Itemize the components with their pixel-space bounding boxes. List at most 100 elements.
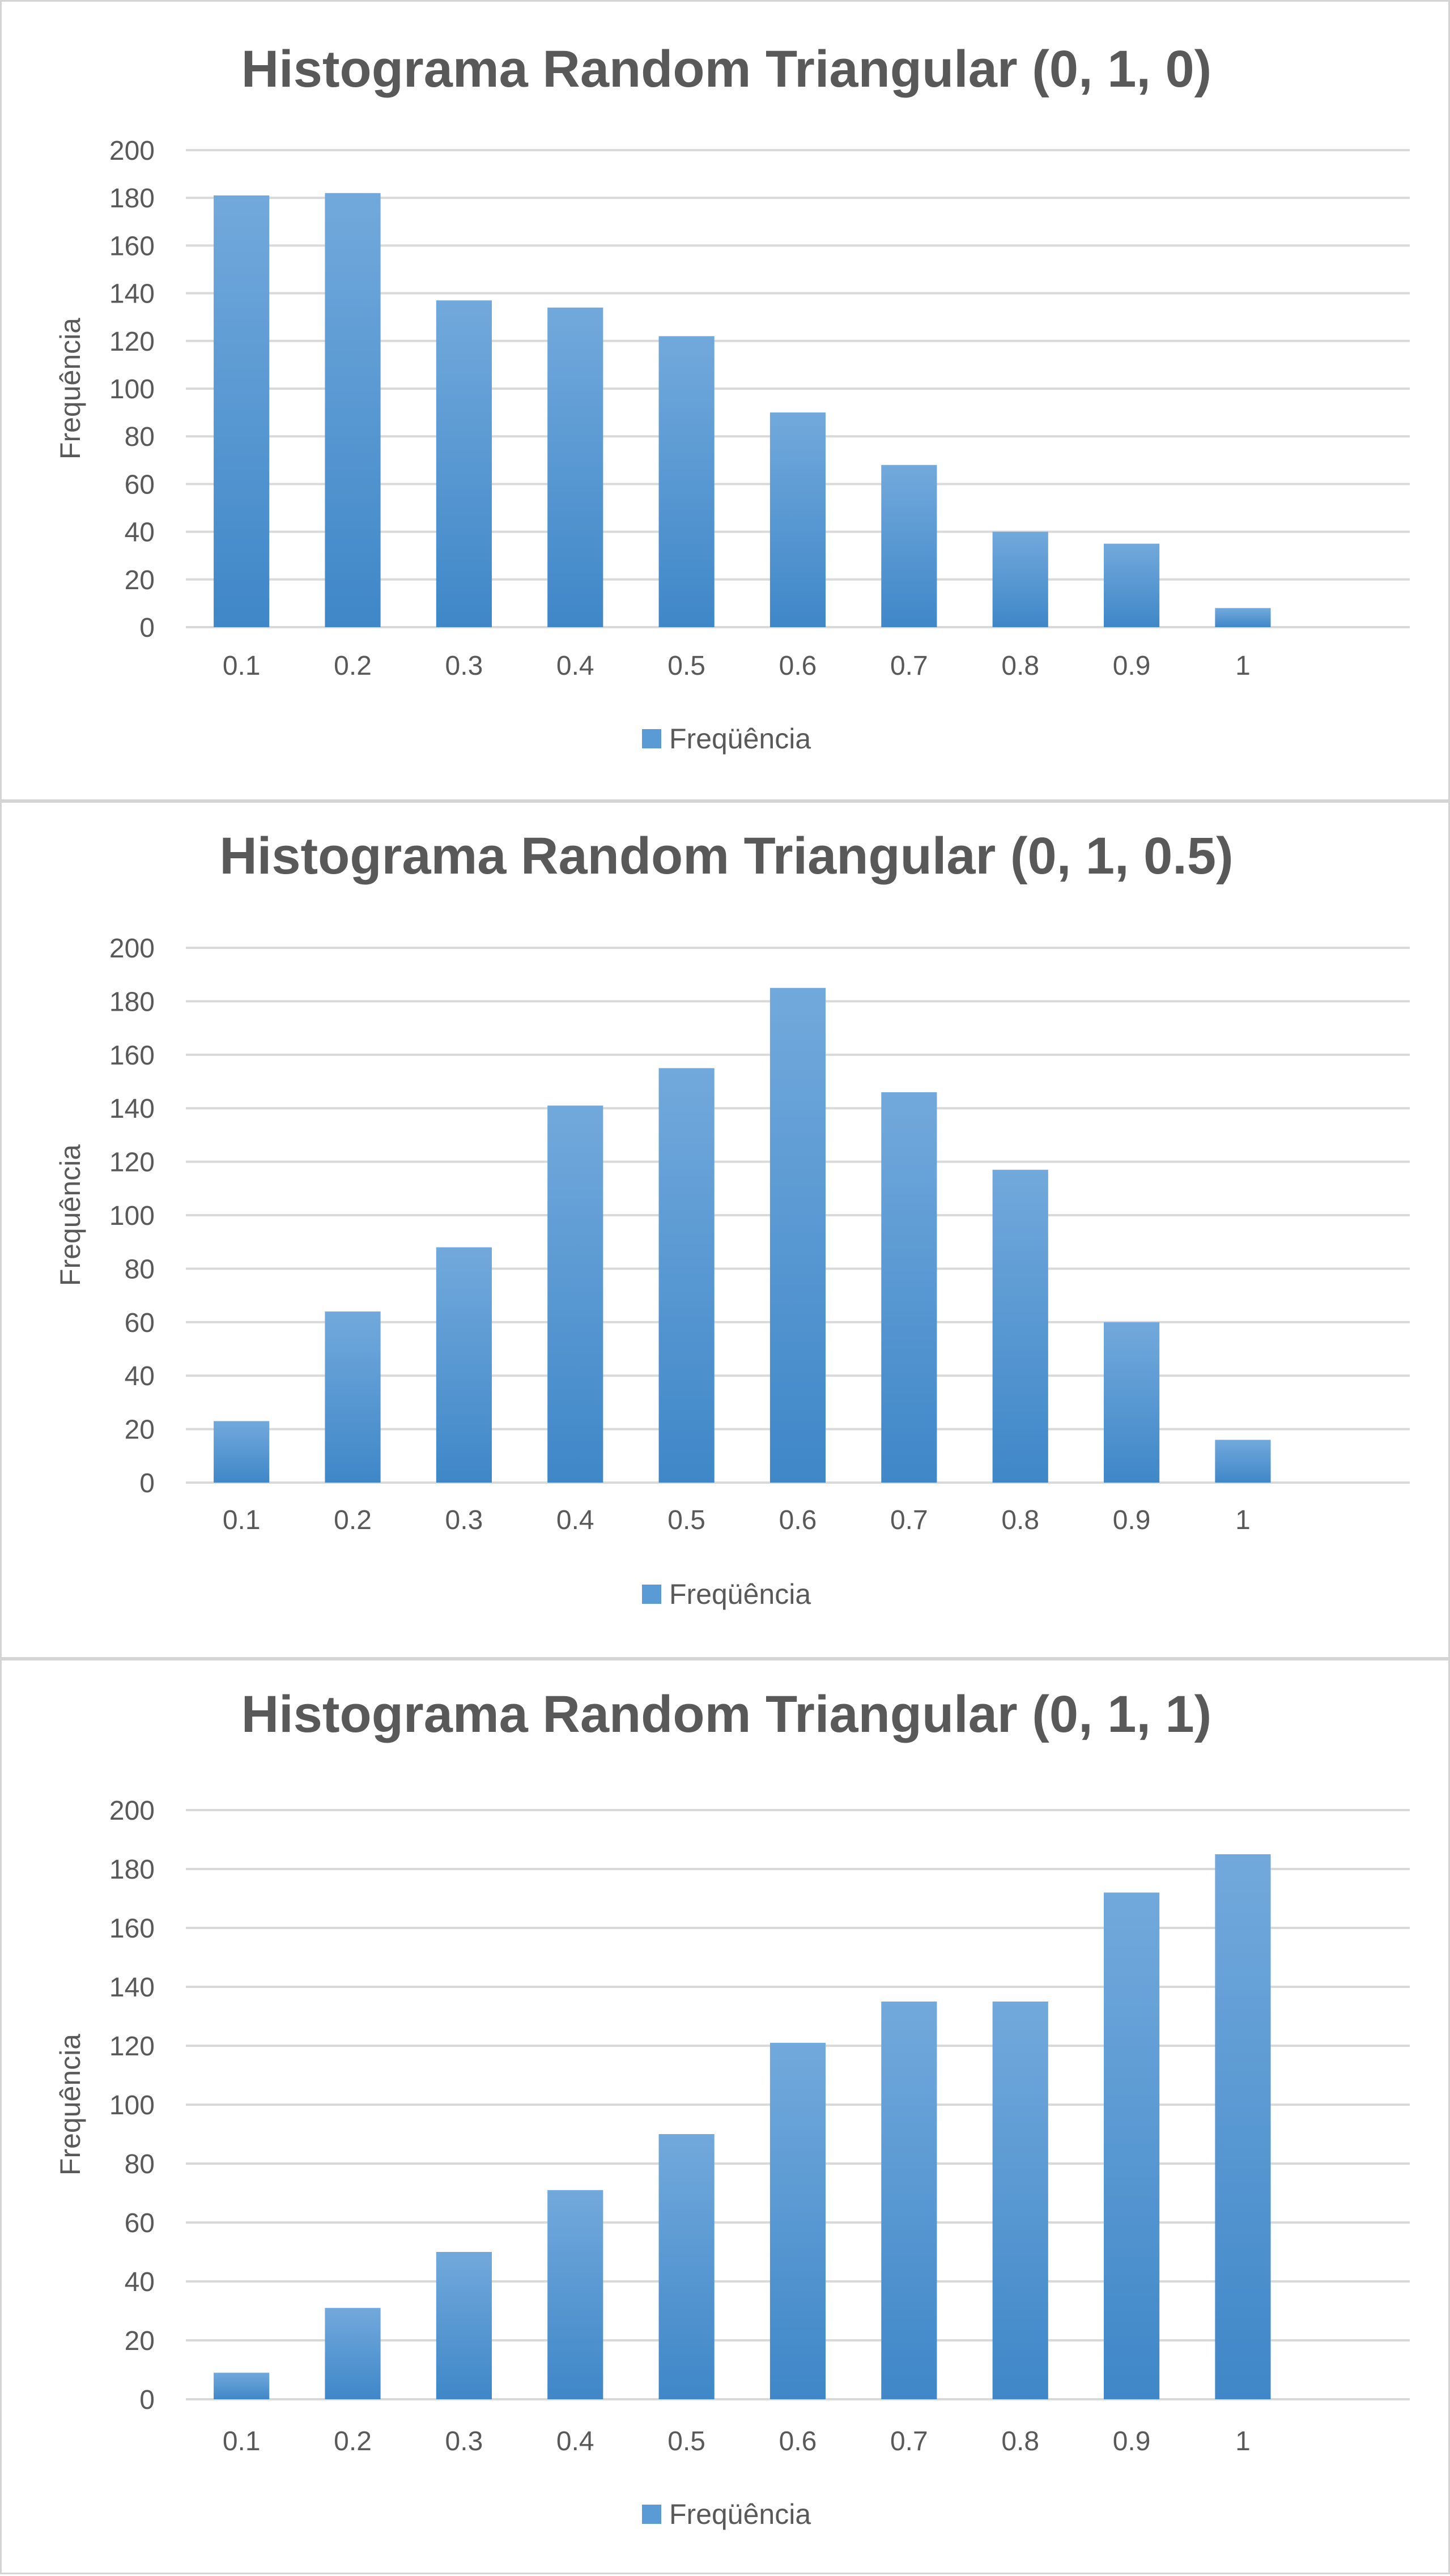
bar — [214, 1421, 270, 1483]
y-tick-label: 60 — [125, 470, 155, 500]
y-tick-label: 60 — [125, 2208, 155, 2238]
y-tick-label: 80 — [125, 2149, 155, 2179]
bar — [658, 336, 715, 627]
y-tick-label: 160 — [109, 1914, 155, 1944]
chart-panel-3: Histograma Random Triangular (0, 1, 1) 0 2… — [0, 1659, 1450, 2574]
chart-svg-3: Histograma Random Triangular (0, 1, 1) 0 2… — [54, 1685, 1410, 2530]
bar — [1215, 608, 1271, 627]
x-tick-label: 0.1 — [223, 2426, 261, 2456]
y-tick-label: 20 — [125, 565, 155, 595]
y-tick-label: 0 — [139, 1468, 155, 1498]
chart-svg-1: Histograma Random Triangular (0, 1, 0) 0 2… — [54, 40, 1410, 755]
bar — [992, 531, 1048, 627]
legend-swatch — [642, 729, 661, 748]
x-tick-label: 0.6 — [779, 1505, 817, 1535]
legend-label: Freqüência — [669, 1578, 811, 1610]
bar — [769, 2042, 826, 2399]
legend: Freqüência — [642, 2498, 811, 2530]
y-tick-label: 40 — [125, 2267, 155, 2297]
y-tick-label: 140 — [109, 1094, 155, 1124]
y-tick-label: 20 — [125, 1415, 155, 1445]
legend-swatch — [642, 1585, 661, 1604]
y-tick-label: 180 — [109, 184, 155, 214]
x-tick-label: 0.9 — [1113, 2426, 1151, 2456]
chart-title: Histograma Random Triangular (0, 1, 1) — [241, 1685, 1212, 1743]
bar — [769, 412, 826, 627]
x-tick-label: 0.6 — [779, 651, 817, 681]
bar — [1104, 1892, 1160, 2399]
x-tick-label: 0.4 — [556, 1505, 594, 1535]
y-tick-label: 60 — [125, 1308, 155, 1338]
x-tick-label: 0.8 — [1001, 1505, 1039, 1535]
bar — [436, 1247, 492, 1483]
bar — [214, 195, 270, 627]
x-tick-label: 0.9 — [1113, 1505, 1151, 1535]
y-tick-label: 20 — [125, 2326, 155, 2356]
chart-svg-2: Histograma Random Triangular (0, 1, 0.5)… — [54, 827, 1410, 1610]
y-tick-label: 180 — [109, 987, 155, 1017]
bar — [881, 465, 937, 627]
bar — [1104, 543, 1160, 627]
y-tick-label: 200 — [109, 136, 155, 166]
x-tick-label: 0.3 — [445, 1505, 483, 1535]
bar — [325, 193, 381, 627]
y-tick-label: 40 — [125, 518, 155, 548]
bar — [547, 1105, 603, 1483]
y-tick-label: 160 — [109, 1041, 155, 1071]
y-tick-label: 120 — [109, 2032, 155, 2062]
x-tick-label: 0.2 — [334, 1505, 372, 1535]
bar — [658, 2134, 715, 2399]
x-tick-label: 0.8 — [1001, 651, 1039, 681]
y-tick-label: 0 — [139, 613, 155, 643]
bar — [881, 1092, 937, 1483]
y-tick-label: 180 — [109, 1855, 155, 1885]
chart-title: Histograma Random Triangular (0, 1, 0.5) — [219, 827, 1233, 885]
x-tick-label: 0.3 — [445, 2426, 483, 2456]
bar — [992, 1169, 1048, 1483]
bar — [769, 987, 826, 1483]
bar — [325, 1311, 381, 1483]
x-tick-label: 0.8 — [1001, 2426, 1039, 2456]
x-tick-label: 0.5 — [667, 1505, 705, 1535]
x-tick-label: 0.4 — [556, 651, 594, 681]
bar — [547, 307, 603, 627]
legend: Freqüência — [642, 723, 811, 755]
x-tick-label: 0.2 — [334, 2426, 372, 2456]
bar — [214, 2373, 270, 2399]
bar — [547, 2190, 603, 2399]
x-tick-label: 0.5 — [667, 651, 705, 681]
x-tick-label: 0.1 — [223, 1505, 261, 1535]
bar — [325, 2307, 381, 2399]
x-tick-label: 1 — [1235, 1505, 1251, 1535]
bar — [992, 2002, 1048, 2399]
y-tick-label: 100 — [109, 1201, 155, 1231]
y-tick-label: 40 — [125, 1361, 155, 1391]
y-tick-label: 120 — [109, 1148, 155, 1178]
x-tick-label: 0.3 — [445, 651, 483, 681]
chart-title: Histograma Random Triangular (0, 1, 0) — [241, 40, 1212, 98]
x-tick-label: 0.1 — [223, 651, 261, 681]
legend-label: Freqüência — [669, 2498, 811, 2530]
y-tick-label: 200 — [109, 934, 155, 964]
x-tick-label: 0.2 — [334, 651, 372, 681]
y-tick-label: 200 — [109, 1796, 155, 1826]
x-tick-label: 0.4 — [556, 2426, 594, 2456]
bar — [1215, 1854, 1271, 2399]
y-tick-label: 0 — [139, 2385, 155, 2415]
x-tick-label: 0.5 — [667, 2426, 705, 2456]
x-tick-label: 1 — [1235, 651, 1251, 681]
x-tick-label: 0.6 — [779, 2426, 817, 2456]
y-axis-label: Frequência — [54, 2034, 86, 2175]
y-tick-label: 100 — [109, 374, 155, 405]
bar — [881, 2002, 937, 2399]
x-tick-label: 1 — [1235, 2426, 1251, 2456]
bar — [436, 300, 492, 627]
y-tick-label: 120 — [109, 327, 155, 357]
chart-panel-1: Histograma Random Triangular (0, 1, 0) 0 2… — [0, 0, 1450, 801]
legend: Freqüência — [642, 1578, 811, 1610]
legend-label: Freqüência — [669, 723, 811, 755]
y-tick-label: 160 — [109, 231, 155, 261]
chart-panel-2: Histograma Random Triangular (0, 1, 0.5)… — [0, 801, 1450, 1659]
bar — [1104, 1322, 1160, 1483]
y-tick-label: 140 — [109, 1973, 155, 2003]
